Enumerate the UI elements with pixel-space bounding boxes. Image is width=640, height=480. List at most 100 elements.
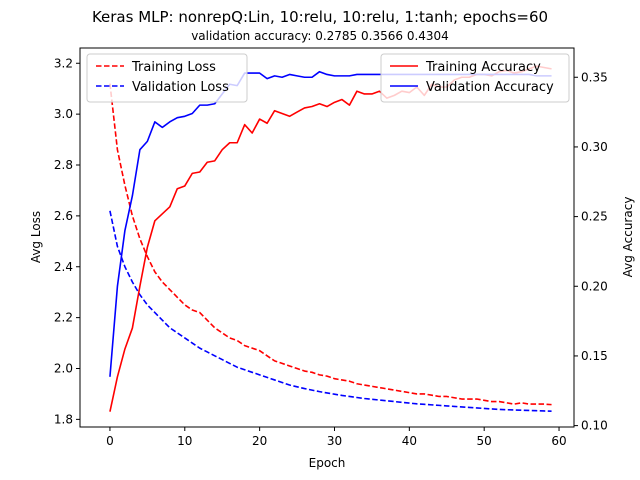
legend-label: Validation Accuracy [426,80,554,95]
data-point [266,78,268,80]
data-point [266,377,268,379]
axes: 0 10 20 30 40 50 60 1.8 2.0 2.2 2.4 2.6 2.8 3.0 3.2 0.1… [54,47,608,448]
y-left-tick-label: 2.6 [54,209,73,223]
data-point [311,76,313,78]
data-point [371,398,373,400]
data-point [543,410,545,412]
data-point [461,406,463,408]
x-tick-label: 0 [106,434,114,448]
data-point [206,161,208,163]
data-point [424,404,426,406]
data-point [371,74,373,76]
y-left-tick-label: 2.8 [54,158,73,172]
data-point [438,396,440,398]
data-point [356,397,358,399]
data-point [147,246,149,248]
data-point [221,332,223,334]
data-point [386,388,388,390]
data-point [147,256,149,258]
data-point [498,401,500,403]
data-point [184,304,186,306]
chart-subtitle: validation accuracy: 0.2785 0.3566 0.430… [191,29,449,43]
series-points-training-accuracy [109,65,552,412]
x-axis-label: Epoch [309,456,346,470]
y-left-tick-label: 2.2 [54,311,73,325]
data-point [184,115,186,117]
legend-loss: Training Loss Validation Loss [86,53,248,103]
data-point [191,113,193,115]
data-point [349,380,351,382]
series-points-training-loss [109,83,552,406]
data-point [117,149,119,151]
data-point [409,402,411,404]
data-point [169,289,171,291]
y-left-tick-label: 3.0 [54,107,73,121]
data-point [431,404,433,406]
data-point [139,238,141,240]
series-line-training-loss [109,83,552,406]
data-point [326,392,328,394]
data-point [364,384,366,386]
series-points-validation-loss [109,210,552,412]
data-point [386,400,388,402]
data-point [139,294,141,296]
y-right-tick-label: 0.20 [581,279,608,293]
data-point [528,403,530,405]
data-point [341,75,343,77]
data-point [371,93,373,95]
data-point [147,141,149,143]
data-point [483,408,485,410]
data-point [281,113,283,115]
data-point [296,75,298,77]
data-point [453,397,455,399]
data-point [289,384,291,386]
y-left-tick-label: 2.0 [54,361,73,375]
data-point [326,74,328,76]
data-point [319,374,321,376]
series-line-validation-loss [109,210,552,413]
data-point [132,195,134,197]
data-point [244,124,246,126]
data-point [513,409,515,411]
x-tick-label: 10 [177,434,192,448]
data-point [304,370,306,372]
data-point [214,160,216,162]
data-point [468,407,470,409]
data-point [498,409,500,411]
plot-area [109,65,552,413]
data-point [364,74,366,76]
data-point [206,351,208,353]
data-point [476,407,478,409]
y-left-tick-label: 1.8 [54,412,73,426]
data-point [117,246,119,248]
data-point [528,410,530,412]
data-point [513,403,515,405]
data-point [543,403,545,405]
data-point [124,185,126,187]
data-point [401,402,403,404]
data-point [162,281,164,283]
data-point [124,348,126,350]
data-point [162,127,164,129]
data-point [229,337,231,339]
data-point [379,74,381,76]
x-tick-label: 60 [551,434,566,448]
data-point [326,106,328,108]
data-point [199,347,201,349]
data-point [191,309,193,311]
series-line-validation-accuracy [109,70,552,377]
data-point [214,355,216,357]
data-point [334,75,336,77]
data-point [431,394,433,396]
data-point [379,90,381,92]
chart-title: Keras MLP: nonrepQ:Lin, 10:relu, 10:relu… [92,8,548,26]
data-point [491,401,493,403]
data-point [334,102,336,104]
data-point [304,107,306,109]
data-point [506,409,508,411]
data-point [438,405,440,407]
data-point [206,319,208,321]
data-point [177,332,179,334]
data-point [416,393,418,395]
data-point [259,118,261,120]
